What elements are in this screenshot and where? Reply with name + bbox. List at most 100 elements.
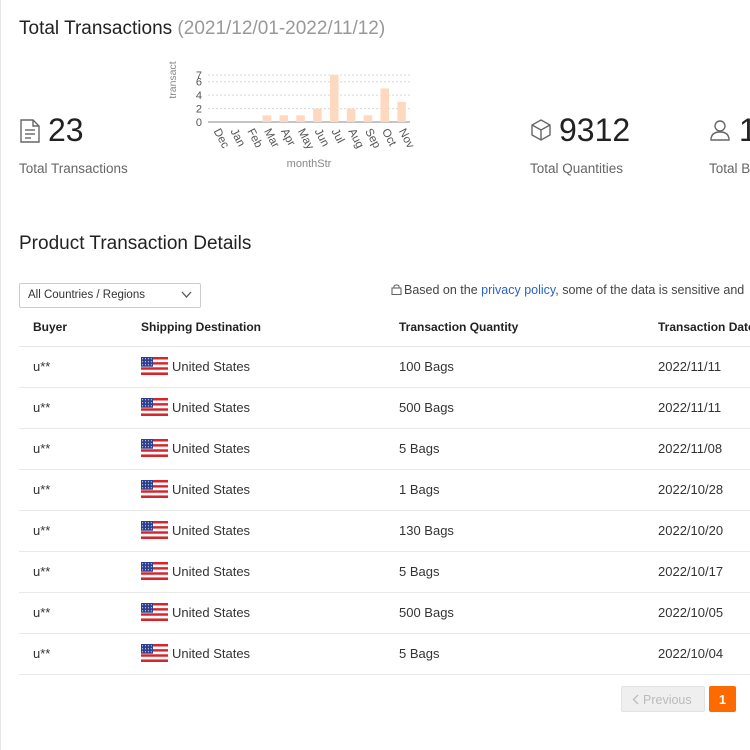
chart-bar — [279, 115, 288, 122]
date-cell: 2022/10/04 — [658, 646, 724, 661]
destination-cell: United States — [172, 605, 251, 620]
chart-bar — [363, 115, 373, 122]
buyers-label: Total Bu — [709, 161, 750, 176]
us-flag-icon — [141, 439, 168, 457]
destination-cell: United States — [172, 564, 251, 579]
chart-xtick-label: Feb — [244, 127, 264, 150]
chart-y-axis-title: transact — [167, 61, 179, 98]
chart-x-axis-title: monthStr — [287, 158, 332, 170]
us-flag-icon — [141, 357, 168, 375]
destination-cell: United States — [172, 441, 251, 456]
buyer-cell: u** — [33, 482, 51, 497]
privacy-suffix: , some of the data is sensitive and — [555, 283, 745, 297]
table-row: u** United States 100 Bags 2022/11/11 — [19, 347, 750, 388]
country-filter-select[interactable]: All Countries / Regions — [19, 283, 201, 308]
destination-cell: United States — [172, 646, 251, 661]
chart-ytick-label: 6 — [196, 77, 202, 89]
box-icon — [531, 119, 551, 141]
chart-xtick-label: Dec — [211, 127, 231, 151]
chart-bar — [313, 108, 322, 122]
buyer-cell: u** — [33, 441, 51, 456]
privacy-notice: Based on the privacy policy, some of the… — [391, 283, 744, 297]
date-cell: 2022/10/17 — [658, 564, 724, 579]
buyer-cell: u** — [33, 564, 51, 579]
quantity-cell: 5 Bags — [399, 564, 440, 579]
quantities-count: 9312 — [559, 112, 631, 148]
buyer-cell: u** — [33, 605, 51, 620]
date-cell: 2022/11/11 — [658, 400, 722, 415]
quantities-label: Total Quantities — [530, 161, 624, 176]
chart-bar — [330, 75, 339, 122]
buyer-cell: u** — [33, 646, 51, 661]
table-row: u** United States 1 Bags 2022/10/28 — [19, 470, 750, 511]
section-title: Total Transactions (2021/12/01-2022/11/1… — [19, 18, 385, 40]
table-row: u** United States 5 Bags 2022/10/17 — [19, 552, 750, 593]
user-icon — [710, 120, 730, 141]
chart-xtick-label: Mar — [261, 127, 281, 150]
details-title: Product Transaction Details — [19, 233, 252, 254]
chart-ytick-label: 0 — [196, 117, 202, 129]
us-flag-icon — [141, 603, 168, 621]
table-body: u** United States 100 Bags 2022/11/11 u** Uni… — [19, 347, 750, 675]
buyer-cell: u** — [33, 359, 51, 374]
total-transactions-title: Total Transactions — [19, 18, 173, 39]
quantity-cell: 1 Bags — [399, 482, 440, 497]
chart-ytick-label: 2 — [196, 104, 202, 116]
table-header: Buyer Shipping Destination Transaction Q… — [19, 310, 750, 347]
transactions-count: 23 — [48, 112, 84, 148]
chart-xtick-label: Oct — [379, 127, 398, 149]
quantity-cell: 500 Bags — [399, 605, 454, 620]
quantity-cell: 5 Bags — [399, 646, 440, 661]
chart-xtick-label: Aug — [345, 127, 365, 151]
date-cell: 2022/10/20 — [658, 523, 724, 538]
destination-cell: United States — [172, 400, 251, 415]
privacy-prefix: Based on the — [404, 283, 482, 297]
chart-bar — [346, 108, 356, 122]
chart-xtick-label: Sep — [362, 127, 382, 151]
chart-bar — [296, 115, 305, 122]
transactions-label: Total Transactions — [19, 161, 128, 176]
table-row: u** United States 5 Bags 2022/10/04 — [19, 634, 750, 675]
us-flag-icon — [141, 521, 168, 539]
document-icon — [20, 119, 40, 143]
page-1-button[interactable]: 1 — [709, 686, 736, 712]
privacy-policy-link[interactable]: privacy policy — [481, 283, 556, 297]
table-row: u** United States 5 Bags 2022/11/08 — [19, 429, 750, 470]
buyers-count: 1 — [739, 112, 750, 149]
chart-xtick-label: Nov — [396, 127, 416, 151]
destination-cell: United States — [172, 482, 251, 497]
destination-cell: United States — [172, 523, 251, 538]
us-flag-icon — [141, 480, 168, 498]
quantity-cell: 100 Bags — [399, 359, 454, 374]
destination-cell: United States — [172, 359, 251, 374]
date-cell: 2022/11/11 — [658, 359, 722, 374]
chart-bar — [380, 88, 389, 122]
column-transaction-quantity: Transaction Quantity — [399, 320, 519, 334]
previous-label: Previous — [643, 693, 692, 707]
country-filter-value: All Countries / Regions — [28, 289, 145, 301]
buyer-cell: u** — [33, 523, 51, 538]
date-range: (2021/12/01-2022/11/12) — [177, 18, 386, 39]
us-flag-icon — [141, 398, 168, 416]
buyer-cell: u** — [33, 400, 51, 415]
previous-page-button[interactable]: Previous — [621, 686, 705, 712]
column-shipping-destination: Shipping Destination — [141, 320, 261, 334]
table-row: u** United States 130 Bags 2022/10/20 — [19, 511, 750, 552]
quantity-cell: 5 Bags — [399, 441, 440, 456]
column-buyer: Buyer — [33, 320, 68, 334]
chart-ytick-label: 7 — [196, 70, 202, 82]
chevron-left-icon — [632, 694, 639, 705]
chevron-down-icon — [181, 291, 192, 298]
us-flag-icon — [141, 562, 168, 580]
us-flag-icon — [141, 644, 168, 662]
chart-bar — [397, 101, 406, 122]
lock-icon — [391, 284, 402, 296]
date-cell: 2022/10/28 — [658, 482, 724, 497]
date-cell: 2022/11/08 — [658, 441, 723, 456]
date-cell: 2022/10/05 — [658, 605, 724, 620]
chart-xtick-label: Apr — [278, 127, 297, 149]
table-row: u** United States 500 Bags 2022/11/11 — [19, 388, 750, 429]
column-transaction-date: Transaction Date — [658, 320, 750, 334]
